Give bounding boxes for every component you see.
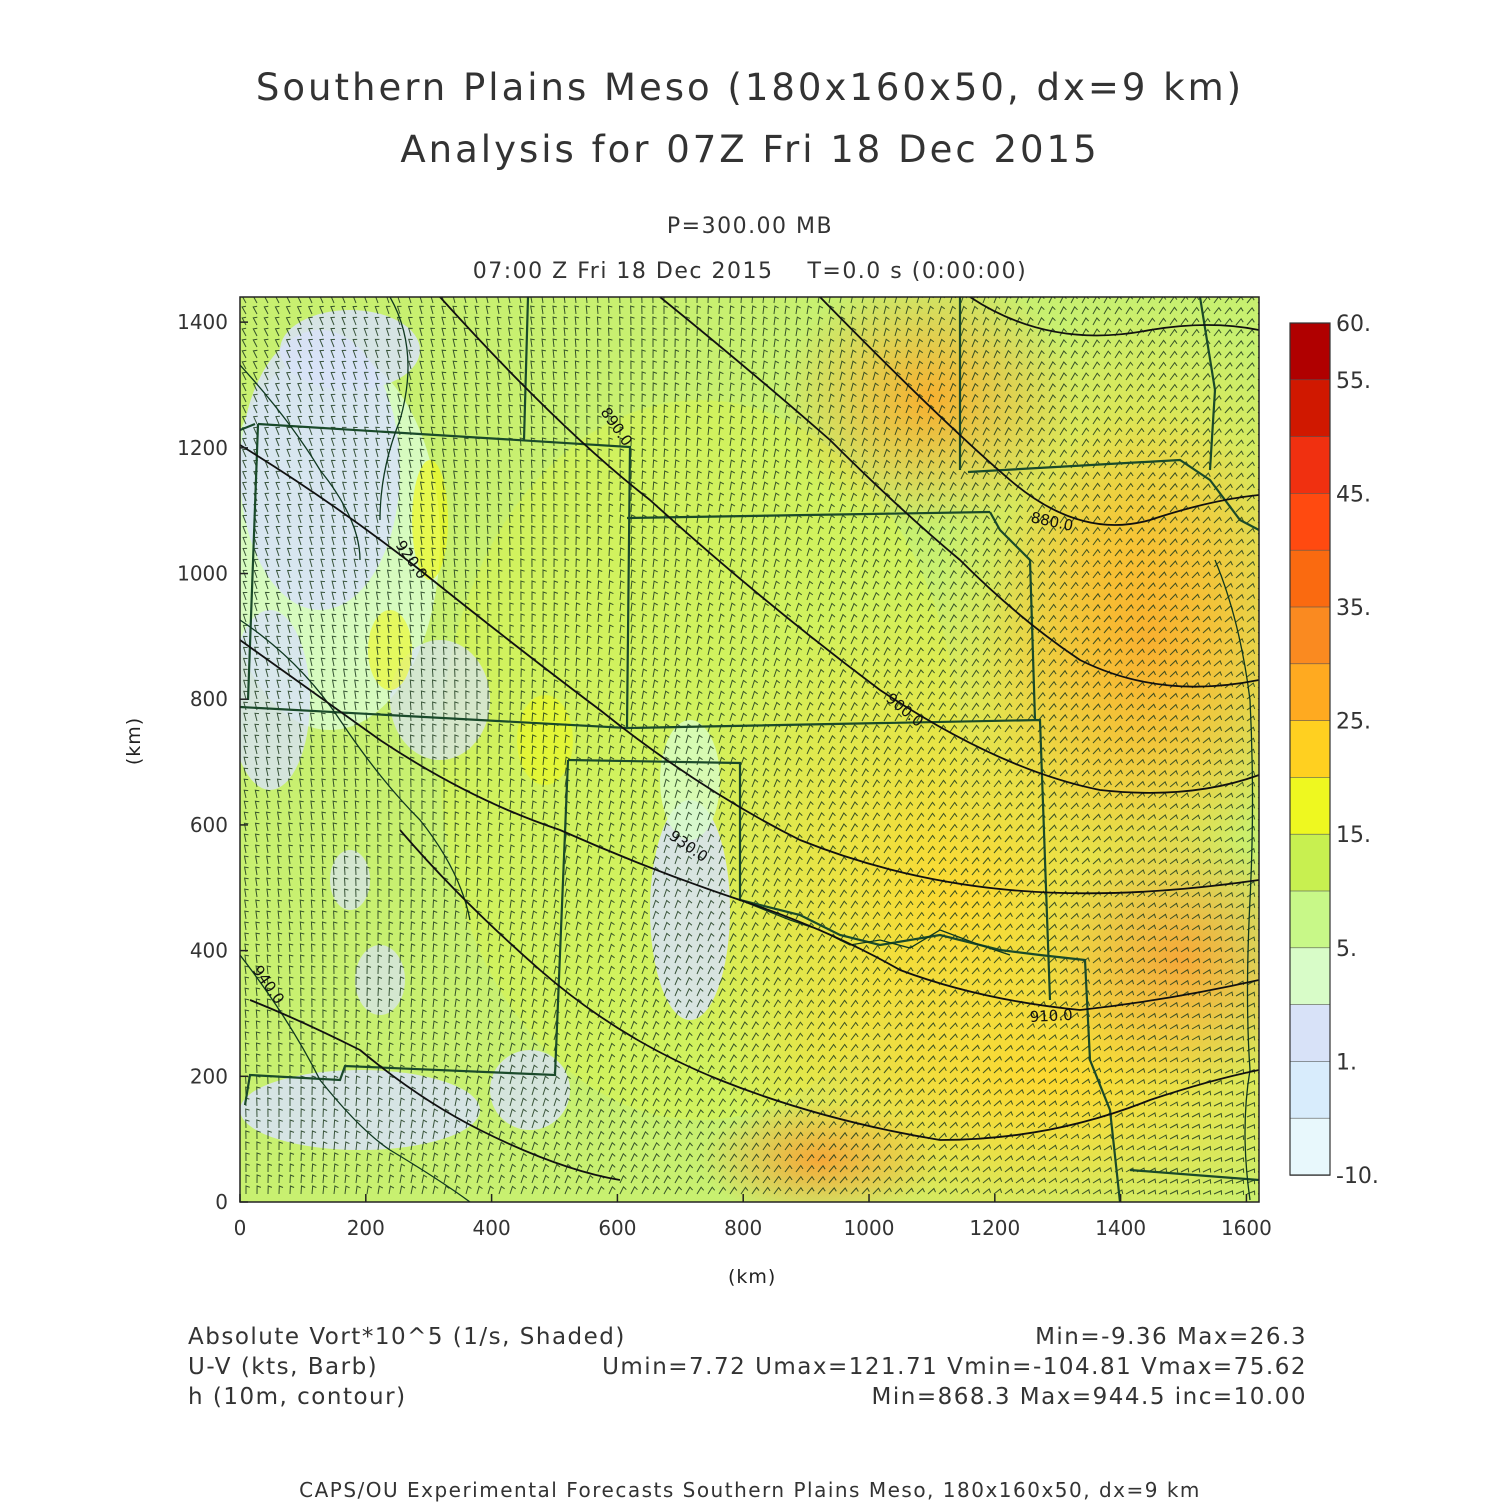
x-axis: 0 200 400 600 800 1000 1200 1400 1600 <box>234 1194 1272 1240</box>
valid-time-label: 07:00 Z Fri 18 Dec 2015 T=0.0 s (0:00:00… <box>472 259 1028 284</box>
x-tick-label: 1600 <box>1221 1216 1272 1240</box>
wind-barbs <box>241 297 1259 1196</box>
state-boundaries <box>240 297 1259 1202</box>
title-line-2: Analysis for 07Z Fri 18 Dec 2015 <box>400 128 1100 171</box>
legend-field3-name: h (10m, contour) <box>188 1384 407 1410</box>
colorbar-label: 45. <box>1336 482 1371 507</box>
colorbar-label: 55. <box>1336 369 1371 394</box>
colorbar-swatch <box>1289 606 1331 665</box>
x-tick-label: 600 <box>598 1216 636 1240</box>
contour-label-910: 910.0 <box>1029 1006 1073 1026</box>
height-contours <box>240 297 1259 1181</box>
colorbar-swatch <box>1289 663 1331 722</box>
y-tick-label: 800 <box>190 687 228 711</box>
colorbar-swatch <box>1289 890 1331 949</box>
colorbar: 60. 55. 45. 35. 25. 15. 5. 1. -10. <box>1289 312 1379 1189</box>
colorbar-label: 60. <box>1336 312 1371 337</box>
y-axis: 0 200 400 600 800 1000 1200 1400 <box>177 310 248 1214</box>
legend-field3-stats: Min=868.3 Max=944.5 inc=10.00 <box>871 1384 1307 1410</box>
colorbar-swatch <box>1289 322 1331 381</box>
colorbar-label: 5. <box>1336 937 1357 962</box>
colorbar-label: 25. <box>1336 710 1371 735</box>
colorbar-frame <box>1289 322 1331 1176</box>
x-tick-label: 1200 <box>969 1216 1020 1240</box>
x-tick-label: 800 <box>724 1216 762 1240</box>
colorbar-swatch <box>1289 1061 1331 1120</box>
plot-frame <box>239 296 1260 1203</box>
colorbar-label: -10. <box>1336 1164 1379 1189</box>
y-tick-label: 600 <box>190 813 228 837</box>
legend-field1-name: Absolute Vort*10^5 (1/s, Shaded) <box>188 1324 626 1350</box>
colorbar-swatch <box>1289 1004 1331 1063</box>
footer-credit: CAPS/OU Experimental Forecasts Southern … <box>299 1478 1201 1502</box>
x-tick-label: 1000 <box>844 1216 895 1240</box>
legend-field1-stats: Min=-9.36 Max=26.3 <box>1035 1324 1307 1350</box>
title-line-1: Southern Plains Meso (180x160x50, dx=9 k… <box>255 66 1245 109</box>
y-tick-label: 1000 <box>177 562 228 586</box>
x-tick-label: 400 <box>473 1216 511 1240</box>
colorbar-label: 1. <box>1336 1050 1357 1075</box>
x-tick-label: 1400 <box>1095 1216 1146 1240</box>
rivers <box>240 297 1254 1202</box>
y-tick-label: 1200 <box>177 436 228 460</box>
y-tick-label: 200 <box>190 1064 228 1088</box>
colorbar-swatch <box>1289 777 1331 836</box>
pressure-level-label: P=300.00 MB <box>666 214 834 239</box>
colorbar-swatch <box>1289 720 1331 779</box>
colorbar-swatch <box>1289 947 1331 1006</box>
x-axis-label: (km) <box>728 1266 777 1288</box>
x-tick-label: 0 <box>234 1216 247 1240</box>
y-tick-label: 0 <box>215 1190 228 1214</box>
colorbar-swatch <box>1289 493 1331 551</box>
colorbar-swatch <box>1289 1117 1331 1176</box>
colorbar-label: 15. <box>1336 823 1371 848</box>
legend-field2-name: U-V (kts, Barb) <box>188 1354 379 1380</box>
colorbar-swatch <box>1289 833 1331 892</box>
y-axis-label: (km) <box>123 716 146 766</box>
colorbar-swatch <box>1289 436 1331 495</box>
y-tick-label: 1400 <box>177 310 228 334</box>
legend-field2-stats: Umin=7.72 Umax=121.71 Vmin=-104.81 Vmax=… <box>602 1354 1307 1380</box>
colorbar-label: 35. <box>1336 596 1371 621</box>
x-tick-label: 200 <box>347 1216 385 1240</box>
shaded-vorticity-field: 880.0 890.0 900.0 910.0 920.0 930.0 940.… <box>240 297 1259 1202</box>
y-tick-label: 400 <box>190 939 228 963</box>
colorbar-swatch <box>1289 379 1331 438</box>
colorbar-swatch <box>1289 549 1331 608</box>
